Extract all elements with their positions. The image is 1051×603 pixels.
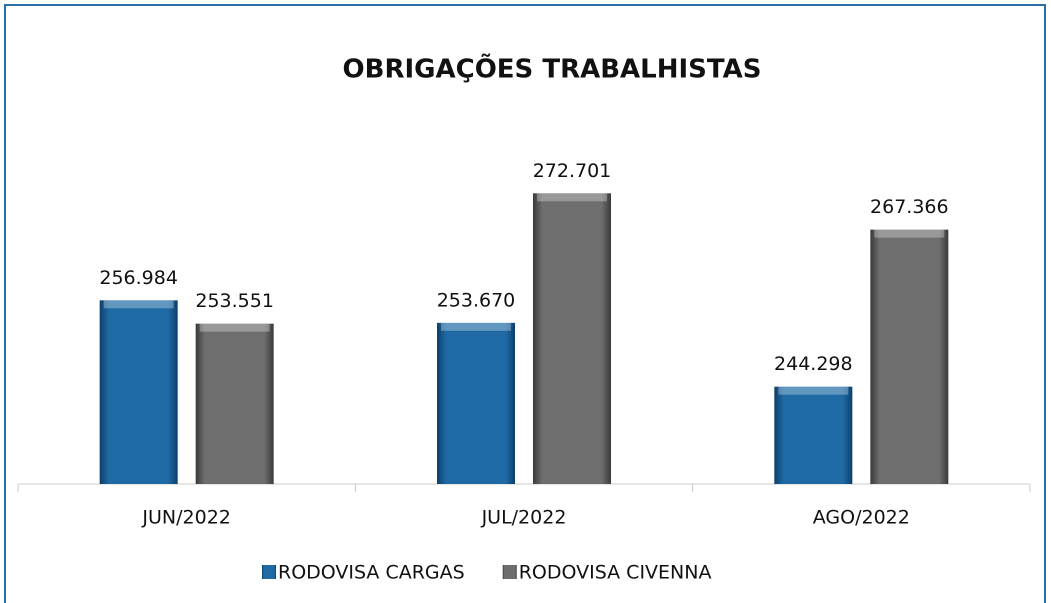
bar: [533, 193, 611, 484]
bar: [870, 229, 949, 484]
data-label: 253.670: [437, 289, 516, 311]
legend-label: RODOVISA CIVENNA: [519, 562, 712, 584]
frame: [4, 4, 1046, 603]
legend-swatch: [502, 565, 517, 579]
bar: [774, 386, 853, 484]
bar: [437, 322, 515, 484]
data-label: 272.701: [533, 160, 612, 182]
bar-bevel: [441, 322, 511, 331]
legend-label: RODOVISA CARGAS: [278, 562, 465, 584]
x-tick-label: JUL/2022: [481, 507, 567, 529]
data-label: 267.366: [870, 196, 949, 218]
x-tick-label: AGO/2022: [813, 507, 910, 529]
data-label: 244.298: [774, 353, 853, 375]
bar-bevel: [778, 386, 849, 395]
bar-bevel: [537, 193, 607, 202]
data-label: 253.551: [195, 290, 274, 312]
bar: [195, 323, 274, 484]
chart-title: OBRIGAÇÕES TRABALHISTAS: [343, 53, 762, 85]
bar: [99, 300, 178, 484]
bar-bevel: [103, 300, 174, 309]
bar-bevel: [199, 323, 270, 332]
bar-bevel: [874, 229, 945, 238]
x-tick-label: JUN/2022: [141, 507, 230, 529]
legend-swatch: [262, 565, 276, 579]
data-label: 256.984: [99, 267, 178, 289]
